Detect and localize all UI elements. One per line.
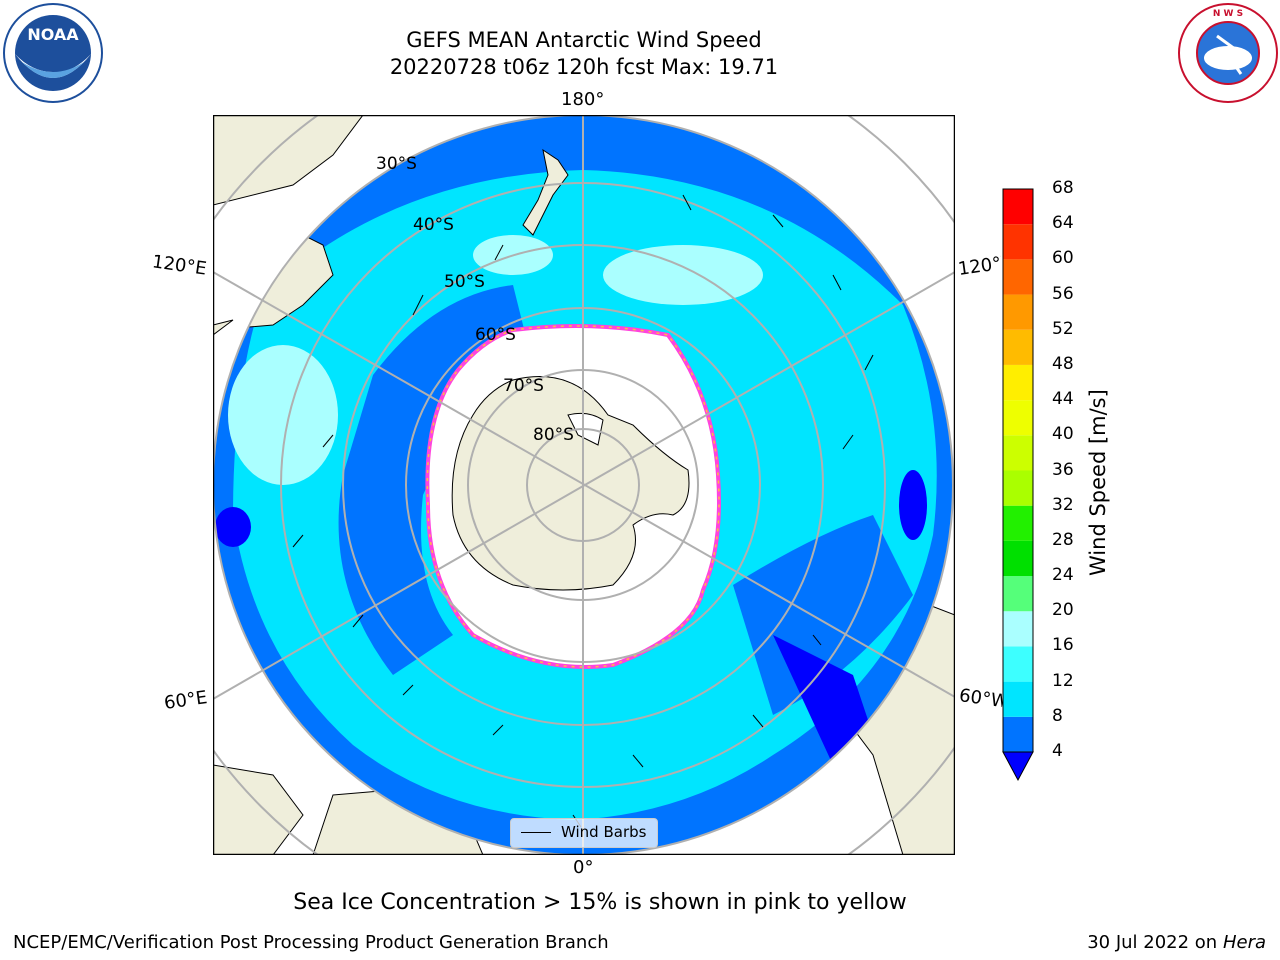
colorbar-tick-label: 20	[1052, 600, 1074, 621]
colorbar-band	[1003, 540, 1033, 577]
svg-text:N W S: N W S	[1213, 9, 1243, 19]
colorbar-tick-label: 16	[1052, 635, 1074, 656]
svg-text:NOAA: NOAA	[27, 25, 79, 44]
colorbar-tick-label: 48	[1052, 353, 1074, 374]
colorbar-band	[1003, 224, 1033, 260]
footer-date-text: 30 Jul 2022 on	[1087, 932, 1223, 953]
colorbar-tick-label: 32	[1052, 494, 1074, 515]
colorbar-band	[1003, 646, 1033, 682]
colorbar-tick-label: 4	[1052, 741, 1063, 761]
colorbar-band	[1003, 189, 1033, 225]
colorbar-tick-label: 64	[1052, 213, 1074, 234]
graticule	[213, 115, 955, 855]
colorbar-band	[1003, 716, 1033, 752]
wind-barbs-legend: Wind Barbs	[510, 818, 658, 848]
colorbar-tick-label: 44	[1052, 389, 1074, 410]
lat-label-70s: 70°S	[503, 376, 544, 396]
colorbar-band	[1003, 611, 1033, 647]
lon-label-60e: 60°E	[162, 687, 209, 714]
colorbar-band	[1003, 681, 1033, 717]
lat-label-40s: 40°S	[413, 215, 454, 235]
footer-date: 30 Jul 2022 on Hera	[1087, 932, 1266, 953]
chart-subtitle: 20220728 t06z 120h fcst Max: 19.71	[389, 55, 779, 79]
footer-credit: NCEP/EMC/Verification Post Processing Pr…	[13, 932, 609, 953]
colorbar-tick-label: 24	[1052, 565, 1074, 586]
lat-label-50s: 50°S	[444, 272, 485, 292]
lon-label-60w: 60°W	[957, 685, 1005, 712]
colorbar-tick-label: 52	[1052, 318, 1074, 339]
colorbar-band	[1003, 505, 1033, 541]
colorbar-title: Wind Speed [m/s]	[1086, 389, 1110, 576]
colorbar-tick-label: 40	[1052, 424, 1074, 445]
colorbar-tick-label: 28	[1052, 529, 1074, 550]
sea-ice-note: Sea Ice Concentration > 15% is shown in …	[0, 890, 1280, 915]
colorbar-tick-label: 60	[1052, 248, 1074, 269]
colorbar-band	[1003, 294, 1033, 330]
colorbar-tick-label: 56	[1052, 283, 1074, 304]
noaa-logo: NOAA	[3, 3, 103, 103]
colorbar-tick-label: 8	[1052, 705, 1063, 726]
colorbar	[1002, 188, 1034, 782]
colorbar-band	[1003, 576, 1033, 612]
lat-label-80s: 80°S	[533, 425, 574, 445]
colorbar-tick-label: 12	[1052, 670, 1074, 691]
sea-ice-note-text: Sea Ice Concentration > 15% is shown in …	[293, 890, 907, 915]
footer-host: Hera	[1222, 932, 1266, 953]
colorbar-band	[1003, 400, 1033, 436]
colorbar-band	[1003, 364, 1033, 401]
colorbar-band	[1003, 435, 1033, 471]
lon-label-120e: 120°E	[150, 251, 208, 280]
nws-logo: N W S	[1178, 3, 1278, 103]
lon-label-120w: 120°W	[956, 253, 1004, 280]
legend-line-icon	[521, 832, 551, 833]
lat-label-60s: 60°S	[475, 325, 516, 345]
legend-label: Wind Barbs	[561, 823, 647, 841]
colorbar-tick-label: 68	[1052, 178, 1074, 198]
colorbar-band	[1003, 329, 1033, 365]
colorbar-band	[1003, 470, 1033, 506]
colorbar-tick-label: 36	[1052, 459, 1074, 480]
colorbar-band	[1003, 259, 1033, 295]
lon-label-0: 0°	[573, 857, 594, 878]
lon-label-180: 180°	[561, 89, 605, 110]
lat-label-30s: 30°S	[376, 154, 417, 174]
chart-title: GEFS MEAN Antarctic Wind Speed	[406, 28, 762, 52]
antarctic-wind-map: 30°S 40°S 50°S 60°S 70°S 80°S	[213, 115, 955, 855]
